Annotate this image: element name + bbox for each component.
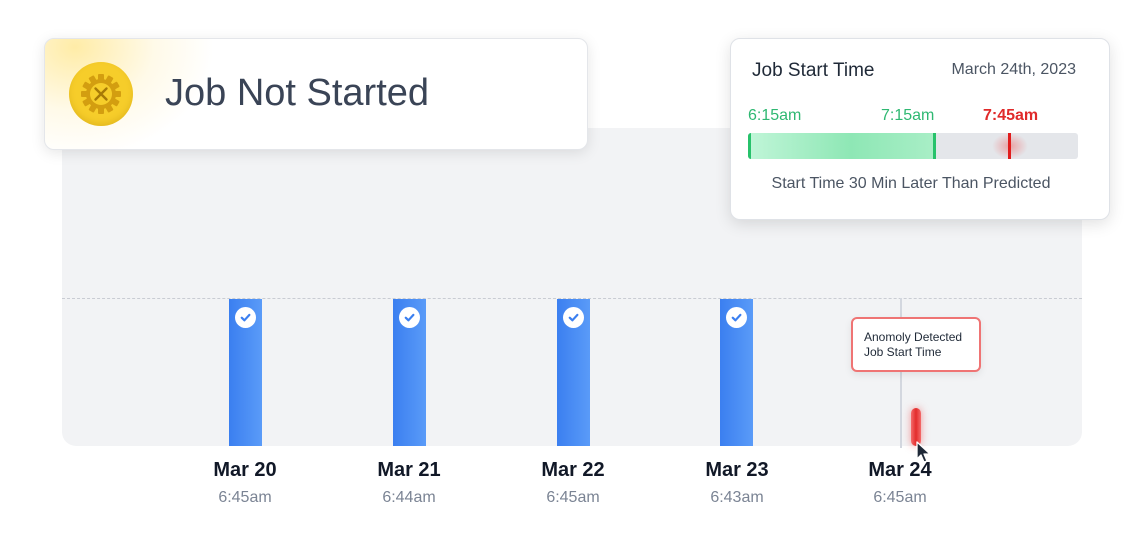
day-label-mar-22: Mar 22 6:45am [513,458,633,508]
day-label-mar-23: Mar 23 6:43am [677,458,797,508]
day-label-mar-20: Mar 20 6:45am [185,458,305,508]
day-bar-mar-20[interactable] [229,299,262,446]
predicted-range-fill [748,133,936,159]
day-time: 6:44am [382,489,436,506]
current-day-marker [900,298,902,448]
anomaly-bar-mar-24[interactable] [911,408,921,446]
day-bar-mar-21[interactable] [393,299,426,446]
day-time: 6:43am [710,489,764,506]
card-date: March 24th, 2023 [951,61,1076,78]
day-date: Mar 20 [213,459,277,481]
card-title: Job Start Time [752,60,875,81]
day-date: Mar 24 [868,459,932,481]
check-icon [563,307,584,328]
day-label-mar-24: Mar 24 6:45am [840,458,960,508]
actual-time-marker [1008,133,1011,159]
predicted-range-end: 7:15am [881,107,935,124]
status-title: Job Not Started [165,72,430,114]
actual-start-time: 7:45am [983,107,1039,124]
tooltip-line-2: Job Start Time [864,345,942,359]
job-status-card: Job Not Started [44,38,588,150]
day-time: 6:45am [873,489,927,506]
day-bar-mar-23[interactable] [720,299,753,446]
day-date: Mar 23 [705,459,769,481]
check-icon [399,307,420,328]
anomaly-tooltip: Anomoly Detected Job Start Time [851,317,981,372]
day-date: Mar 22 [541,459,605,481]
check-icon [726,307,747,328]
day-time: 6:45am [218,489,272,506]
delay-message: Start Time 30 Min Later Than Predicted [771,175,1051,192]
day-bar-mar-22[interactable] [557,299,590,446]
mouse-cursor-icon [916,441,931,463]
day-time: 6:45am [546,489,600,506]
predicted-range-start: 6:15am [748,107,802,124]
day-label-mar-21: Mar 21 6:44am [349,458,469,508]
tooltip-line-1: Anomoly Detected [864,330,963,344]
predicted-time-line [62,298,1082,299]
time-range-track [748,133,1078,159]
job-start-time-card: Job Start Time March 24th, 2023 6:15am 7… [730,38,1110,220]
check-icon [235,307,256,328]
day-date: Mar 21 [377,459,441,481]
gear-x-icon [69,62,133,126]
